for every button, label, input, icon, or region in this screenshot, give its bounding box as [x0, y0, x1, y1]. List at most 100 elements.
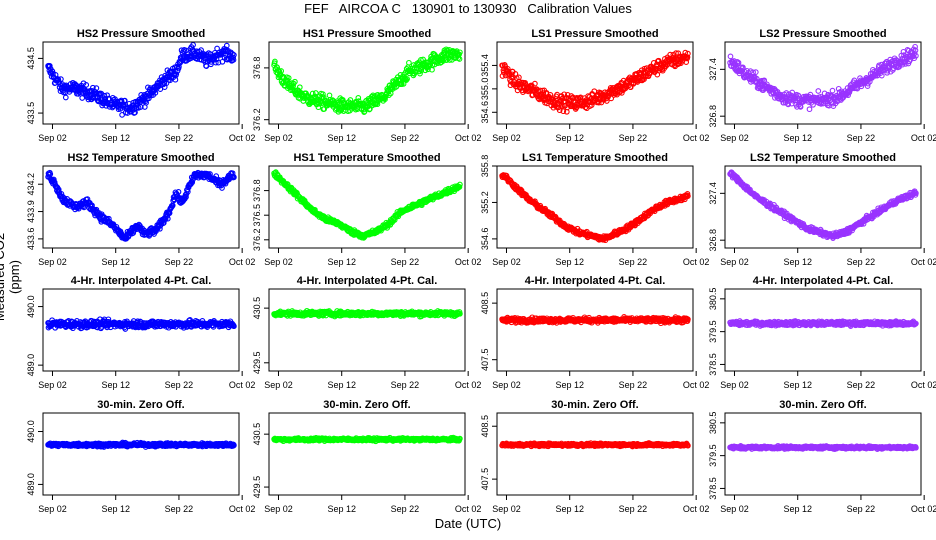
data-point	[58, 76, 64, 82]
y-tick-label: 326.8	[708, 229, 718, 252]
data-point	[296, 84, 303, 91]
y-tick-label: 490.0	[26, 295, 36, 318]
data-point	[642, 73, 649, 80]
data-points	[45, 169, 237, 242]
x-tick-label: Sep 22	[619, 133, 648, 143]
data-point	[815, 88, 822, 94]
x-tick-label: Oct 02	[683, 380, 710, 390]
data-point	[315, 104, 322, 111]
data-point	[618, 90, 625, 96]
data-point	[190, 42, 196, 48]
data-points	[727, 43, 919, 113]
x-tick-label: Sep 02	[264, 257, 293, 267]
data-point	[806, 106, 813, 113]
y-tick-label: 433.6	[26, 228, 36, 251]
y-tick-label: 376.5	[252, 204, 262, 227]
x-tick-label: Sep 22	[165, 257, 194, 267]
plot-frame	[42, 41, 240, 125]
data-point	[164, 215, 171, 222]
data-point	[504, 66, 511, 72]
data-point	[662, 63, 669, 70]
panel-7: LS1 Temperature Smoothed354.6355.2355.8S…	[480, 152, 709, 267]
y-tick-label: 326.8	[708, 105, 718, 128]
figure-title: FEF AIRCOA C 130901 to 130930 Calibratio…	[304, 1, 632, 16]
y-tick-label: 327.4	[708, 58, 718, 81]
data-point	[62, 94, 69, 101]
x-tick-label: Sep 12	[555, 257, 584, 267]
data-point	[913, 52, 919, 59]
y-tick-label: 376.8	[252, 179, 262, 202]
panel-title: 4-Hr. Interpolated 4-Pt. Cal.	[753, 275, 894, 287]
y-tick-label: 489.0	[26, 354, 36, 377]
data-points	[45, 316, 237, 332]
plot-frame	[496, 288, 694, 372]
panel-title: LS2 Temperature Smoothed	[750, 152, 896, 164]
data-point	[450, 48, 457, 55]
x-tick-label: Sep 12	[555, 380, 584, 390]
data-point	[189, 179, 196, 186]
data-point	[175, 189, 182, 195]
y-tick-label: 434.5	[26, 47, 36, 70]
x-tick-label: Oct 02	[683, 133, 710, 143]
x-tick-label: Sep 02	[38, 133, 67, 143]
data-point	[285, 75, 292, 81]
x-tick-label: Sep 02	[492, 257, 521, 267]
data-points	[499, 172, 691, 244]
x-tick-label: Sep 02	[38, 257, 67, 267]
plot-frame	[496, 41, 694, 125]
data-points	[727, 318, 919, 329]
data-point	[457, 49, 463, 56]
data-point	[406, 59, 412, 66]
panel-11: 4-Hr. Interpolated 4-Pt. Cal.407.5408.5S…	[480, 275, 709, 390]
panel-6: HS1 Temperature Smoothed376.2376.5376.8S…	[252, 152, 481, 267]
data-point	[292, 78, 298, 85]
panel-title: 4-Hr. Interpolated 4-Pt. Cal.	[525, 275, 666, 287]
x-tick-label: Sep 02	[264, 133, 293, 143]
data-point	[230, 54, 236, 61]
data-points	[499, 49, 691, 115]
data-point	[137, 104, 144, 110]
x-tick-label: Sep 12	[101, 380, 130, 390]
x-tick-label: Sep 12	[783, 257, 812, 267]
x-tick-label: Sep 22	[847, 257, 876, 267]
data-point	[417, 70, 423, 77]
data-point	[560, 108, 567, 115]
data-point	[456, 184, 463, 190]
data-point	[347, 97, 354, 103]
data-points	[727, 169, 919, 241]
x-tick-label: Sep 12	[327, 380, 356, 390]
data-point	[101, 92, 108, 99]
data-point	[278, 68, 285, 74]
panel-9: 4-Hr. Interpolated 4-Pt. Cal.489.0490.0S…	[26, 275, 255, 390]
x-tick-label: Oct 02	[455, 380, 482, 390]
data-point	[173, 71, 180, 77]
data-point	[272, 58, 278, 65]
data-point	[783, 90, 790, 96]
data-point	[685, 193, 691, 199]
data-point	[46, 63, 53, 69]
y-tick-label: 433.9	[26, 200, 36, 223]
data-point	[105, 215, 112, 222]
data-point	[830, 100, 836, 107]
data-point	[355, 95, 362, 101]
data-point	[912, 47, 919, 54]
data-point	[878, 72, 885, 79]
y-tick-label: 327.4	[708, 182, 718, 205]
data-point	[223, 42, 230, 49]
plot-frame	[268, 41, 466, 125]
panel-title: LS2 Pressure Smoothed	[759, 28, 886, 40]
data-point	[231, 174, 237, 181]
data-point	[93, 85, 100, 91]
x-tick-label: Sep 02	[38, 380, 67, 390]
panel-title: HS2 Temperature Smoothed	[67, 152, 214, 164]
figure-xlabel: Date (UTC)	[434, 516, 502, 531]
y-tick-label: 407.5	[480, 348, 490, 371]
y-tick-label: 355.4	[480, 54, 490, 77]
data-point	[595, 99, 602, 106]
data-point	[183, 194, 189, 200]
data-point	[89, 202, 95, 209]
y-tick-label: 429.5	[252, 352, 262, 375]
